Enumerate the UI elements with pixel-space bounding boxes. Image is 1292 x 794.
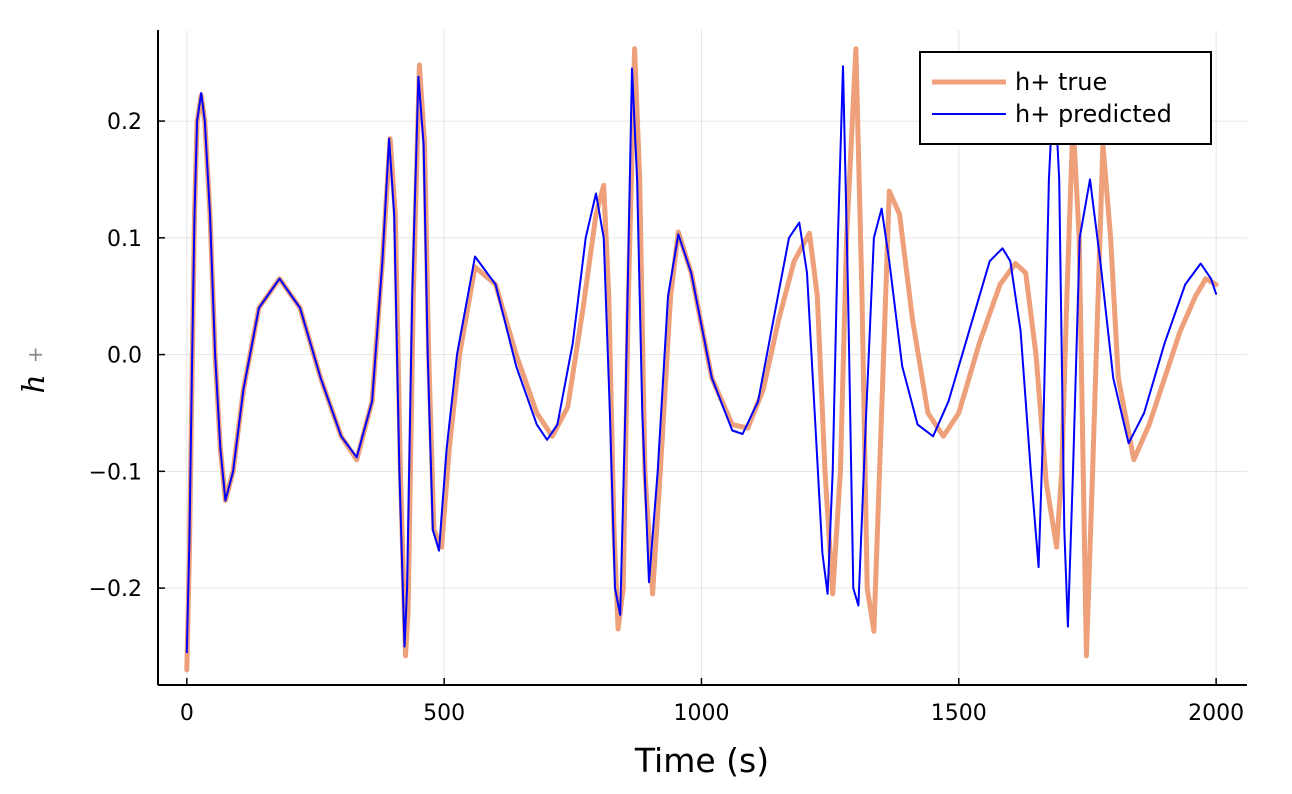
y-axis-title-subscript: +	[23, 346, 47, 363]
y-tick-label: 0.1	[107, 227, 142, 252]
x-tick-label: 1500	[931, 701, 987, 726]
svg-text:h +: h +	[17, 346, 52, 393]
x-tick-label: 500	[423, 701, 465, 726]
x-tick-label: 0	[180, 701, 194, 726]
y-tick-label: 0.0	[107, 344, 142, 369]
tick-labels: 0 500 1000 1500 2000 −0.2 −0.1 0.0 0.1 0.2	[89, 110, 1245, 726]
legend: h+ true h+ predicted	[919, 51, 1212, 145]
x-tick-label: 1000	[673, 701, 729, 726]
y-tick-label: 0.2	[107, 110, 142, 135]
y-tick-label: −0.1	[89, 460, 142, 485]
x-tick-label: 2000	[1188, 701, 1244, 726]
y-axis-title: h +	[17, 346, 52, 393]
x-axis-title: Time (s)	[634, 741, 769, 780]
y-tick-label: −0.2	[89, 577, 142, 602]
y-axis-title-main: h	[17, 374, 52, 393]
series-layer	[184, 46, 1219, 673]
axes	[157, 30, 1247, 686]
legend-label-predicted: h+ predicted	[1015, 100, 1172, 128]
series-line-predicted	[185, 65, 1218, 654]
legend-box	[919, 51, 1212, 145]
legend-label-true: h+ true	[1015, 68, 1107, 96]
